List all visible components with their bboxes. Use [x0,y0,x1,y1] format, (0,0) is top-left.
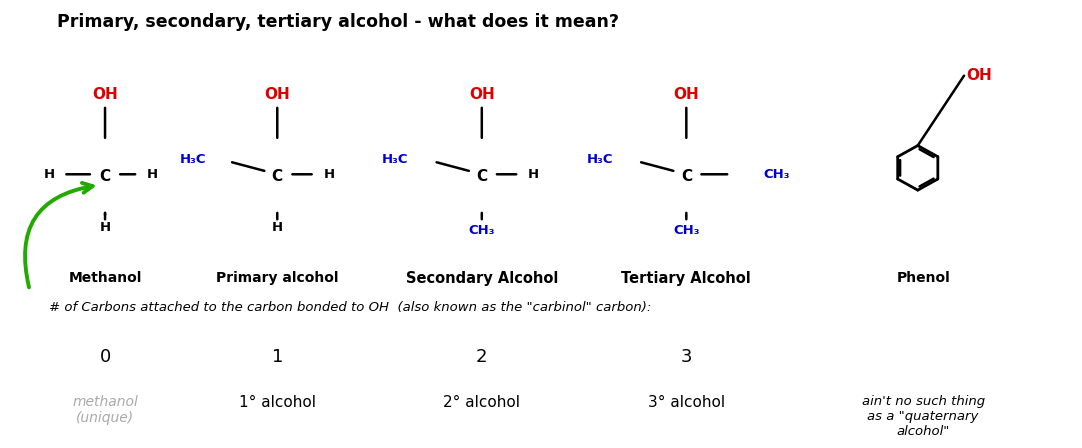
Text: OH: OH [264,87,290,103]
FancyArrowPatch shape [25,183,93,287]
Text: H₃C: H₃C [180,153,207,166]
Text: H: H [528,168,539,181]
Text: ain't no such thing
as a "quaternary
alcohol": ain't no such thing as a "quaternary alc… [861,395,985,438]
Text: # of Carbons attached to the carbon bonded to OH  (also known as the "carbinol" : # of Carbons attached to the carbon bond… [49,301,651,314]
Text: C: C [476,169,487,184]
Text: OH: OH [92,87,118,103]
Text: CH₃: CH₃ [469,224,496,237]
Text: Secondary Alcohol: Secondary Alcohol [406,271,558,286]
Text: Methanol: Methanol [68,271,142,285]
Text: CH₃: CH₃ [764,168,790,181]
Text: H₃C: H₃C [382,153,409,166]
Text: Phenol: Phenol [896,271,950,285]
Text: methanol
(unique): methanol (unique) [72,395,138,425]
Text: CH₃: CH₃ [673,224,700,237]
Text: H: H [272,221,282,234]
Text: 1: 1 [272,348,283,366]
Text: C: C [681,169,691,184]
Text: 3° alcohol: 3° alcohol [648,395,725,410]
Text: 3: 3 [681,348,692,366]
Text: Primary, secondary, tertiary alcohol - what does it mean?: Primary, secondary, tertiary alcohol - w… [56,13,619,31]
Text: OH: OH [673,87,699,103]
Text: H: H [43,168,54,181]
Text: H: H [324,168,334,181]
Text: H: H [147,168,158,181]
Text: C: C [100,169,110,184]
Text: Tertiary Alcohol: Tertiary Alcohol [621,271,751,286]
Text: 2: 2 [476,348,488,366]
Text: C: C [272,169,282,184]
Text: H₃C: H₃C [586,153,613,166]
Text: Primary alcohol: Primary alcohol [216,271,339,285]
Text: OH: OH [469,87,494,103]
Text: OH: OH [966,68,992,83]
Text: H: H [100,221,110,234]
Text: 0: 0 [100,348,110,366]
Text: 2° alcohol: 2° alcohol [444,395,520,410]
Text: 1° alcohol: 1° alcohol [239,395,316,410]
